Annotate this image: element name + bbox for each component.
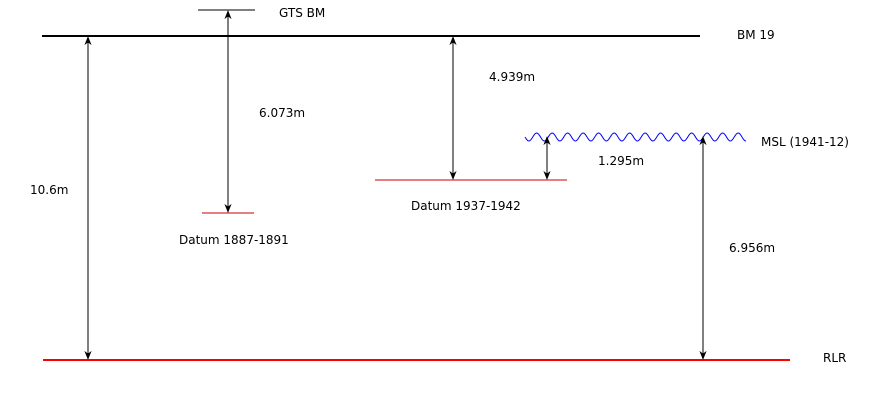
datum-1887-label: Datum 1887-1891 bbox=[179, 233, 289, 247]
dimension-total-label: 10.6m bbox=[30, 183, 68, 197]
msl-wave-line bbox=[524, 132, 747, 142]
dimension-bm19-to-1937-label: 4.939m bbox=[489, 70, 535, 84]
dimension-gts-to-1887-label: 6.073m bbox=[259, 106, 305, 120]
rlr-label: RLR bbox=[823, 351, 846, 365]
bm19-label: BM 19 bbox=[737, 28, 775, 42]
datum-1937-label: Datum 1937-1942 bbox=[411, 199, 521, 213]
msl-label: MSL (1941-12) bbox=[761, 135, 849, 149]
dimension-msl-to-rlr-label: 6.956m bbox=[729, 241, 775, 255]
dimension-1937-to-msl-label: 1.295m bbox=[598, 154, 644, 168]
gts-bm-label: GTS BM bbox=[279, 6, 325, 20]
